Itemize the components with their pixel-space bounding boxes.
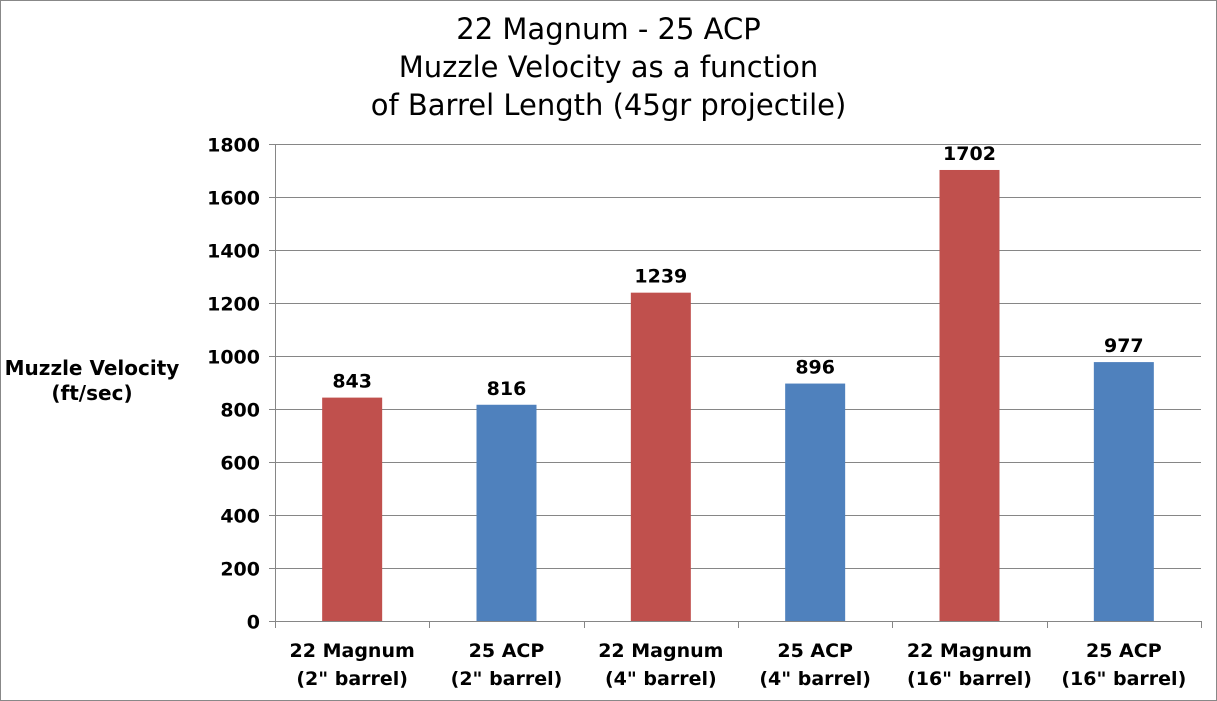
y-tick-label: 400 (220, 506, 260, 528)
y-tick-label: 1800 (207, 135, 260, 157)
data-label: 1702 (943, 143, 996, 165)
chart-title-line-2: Muzzle Velocity as a function (398, 50, 819, 84)
bar (322, 397, 383, 621)
bar (939, 169, 1000, 621)
data-label: 843 (332, 371, 372, 393)
data-label: 896 (795, 357, 835, 379)
y-tick-label: 200 (220, 559, 260, 581)
bar (785, 383, 846, 621)
bars (322, 169, 1154, 621)
x-category-label: (16" barrel) (907, 668, 1032, 690)
x-category-label: 25 ACP (1086, 640, 1162, 662)
x-category-label: (4" barrel) (759, 668, 871, 690)
gridlines (275, 144, 1201, 569)
data-label: 977 (1104, 335, 1144, 357)
bar (630, 292, 691, 621)
y-tick-label: 1000 (207, 347, 260, 369)
y-tick-label: 1200 (207, 294, 260, 316)
y-tick-label: 1400 (207, 241, 260, 263)
x-category-label: 22 Magnum (907, 640, 1032, 662)
chart-title: 22 Magnum - 25 ACP Muzzle Velocity as a … (0, 10, 1217, 124)
x-category-label: 25 ACP (777, 640, 853, 662)
bar (1093, 362, 1154, 621)
chart-title-line-3: of Barrel Length (45gr projectile) (370, 88, 847, 122)
y-tick-label: 600 (220, 453, 260, 475)
x-category-label: (2" barrel) (451, 668, 563, 690)
x-category-label: 25 ACP (469, 640, 545, 662)
y-axis-label-line-2: (ft/sec) (51, 381, 133, 405)
y-axis-label: Muzzle Velocity (ft/sec) (0, 356, 184, 406)
x-category-label: 22 Magnum (598, 640, 723, 662)
x-category-label: 22 Magnum (290, 640, 415, 662)
y-tick-label: 0 (247, 612, 260, 634)
bar (476, 404, 537, 621)
y-axis-label-line-1: Muzzle Velocity (4, 356, 180, 380)
axes (269, 144, 1202, 628)
x-category-label: (2" barrel) (296, 668, 408, 690)
x-category-label: (16" barrel) (1061, 668, 1186, 690)
y-tick-label: 1600 (207, 188, 260, 210)
data-label: 816 (487, 378, 527, 400)
chart-title-line-1: 22 Magnum - 25 ACP (456, 12, 761, 46)
x-category-label: (4" barrel) (605, 668, 717, 690)
data-label: 1239 (634, 266, 687, 288)
labels: 0 200 400 600 800 1000 1200 1400 1600 1800 843 22 M… (207, 135, 1186, 691)
y-tick-label: 800 (220, 400, 260, 422)
